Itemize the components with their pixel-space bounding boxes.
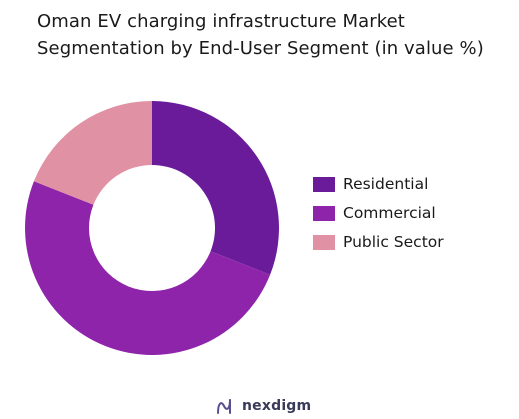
- chart-title: Oman EV charging infrastructure Market S…: [37, 8, 512, 62]
- legend-item-commercial: Commercial: [313, 202, 444, 224]
- legend-label-public-sector: Public Sector: [343, 233, 444, 251]
- brand-name: nexdigm: [242, 398, 312, 414]
- donut-slice-public-sector: [33, 101, 153, 205]
- donut-slice-residential: [152, 101, 279, 275]
- nexdigm-logo-icon: [217, 399, 231, 414]
- donut-slice-commercial: [25, 181, 271, 355]
- chart-title-line-1: Oman EV charging infrastructure Market: [37, 11, 405, 32]
- footer-brand: nexdigm: [215, 396, 311, 416]
- legend-swatch-residential: [313, 176, 335, 192]
- legend-swatch-commercial: [313, 205, 335, 221]
- legend-item-residential: Residential: [313, 173, 444, 195]
- chart-legend: Residential Commercial Public Sector: [313, 173, 444, 260]
- legend-swatch-public-sector: [313, 234, 335, 250]
- chart-title-line-2: Segmentation by End-User Segment (in val…: [37, 38, 484, 59]
- legend-item-public-sector: Public Sector: [313, 231, 444, 253]
- legend-label-residential: Residential: [343, 175, 429, 193]
- legend-label-commercial: Commercial: [343, 204, 436, 222]
